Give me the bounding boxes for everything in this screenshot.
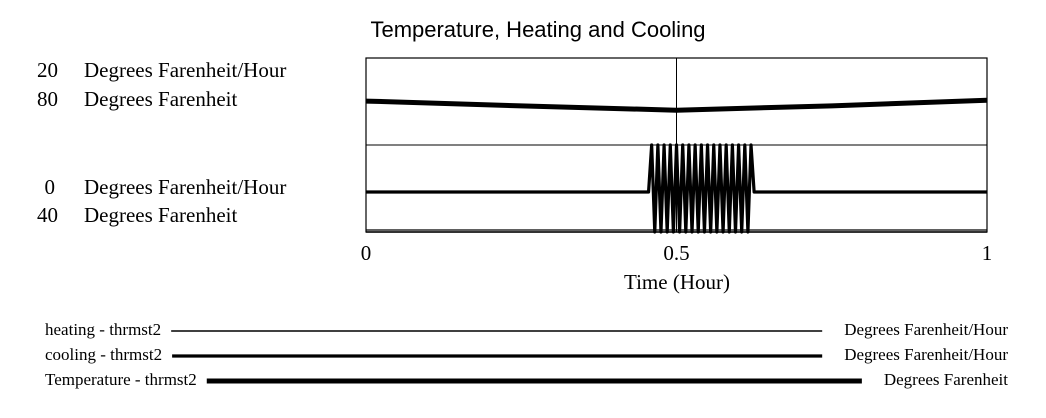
legend-unit: Degrees Farenheit bbox=[884, 370, 1008, 389]
y2-max-label: 80 bbox=[37, 87, 58, 111]
chart-title: Temperature, Heating and Cooling bbox=[370, 17, 705, 42]
x-tick-label: 1 bbox=[982, 241, 993, 265]
series-line bbox=[365, 97, 988, 113]
legend-unit: Degrees Farenheit/Hour bbox=[844, 345, 1008, 364]
y-min-label: 0 bbox=[45, 175, 56, 199]
y2-min-label: 40 bbox=[37, 203, 58, 227]
y-unit: Degrees Farenheit/Hour bbox=[84, 175, 286, 199]
x-tick-label: 0.5 bbox=[663, 241, 689, 265]
legend-label: Temperature - thrmst2 bbox=[45, 370, 197, 389]
series-line bbox=[366, 143, 987, 234]
x-axis-label: Time (Hour) bbox=[624, 270, 730, 294]
legend-unit: Degrees Farenheit/Hour bbox=[844, 320, 1008, 339]
y-max-label: 20 bbox=[37, 58, 58, 82]
y-unit: Degrees Farenheit/Hour bbox=[84, 58, 286, 82]
y2-unit: Degrees Farenheit bbox=[84, 87, 238, 111]
x-tick-label: 0 bbox=[361, 241, 372, 265]
legend: heating - thrmst2 Degrees Farenheit/Hour c… bbox=[45, 320, 1008, 389]
y2-unit: Degrees Farenheit bbox=[84, 203, 238, 227]
legend-label: heating - thrmst2 bbox=[45, 320, 161, 339]
legend-label: cooling - thrmst2 bbox=[45, 345, 162, 364]
